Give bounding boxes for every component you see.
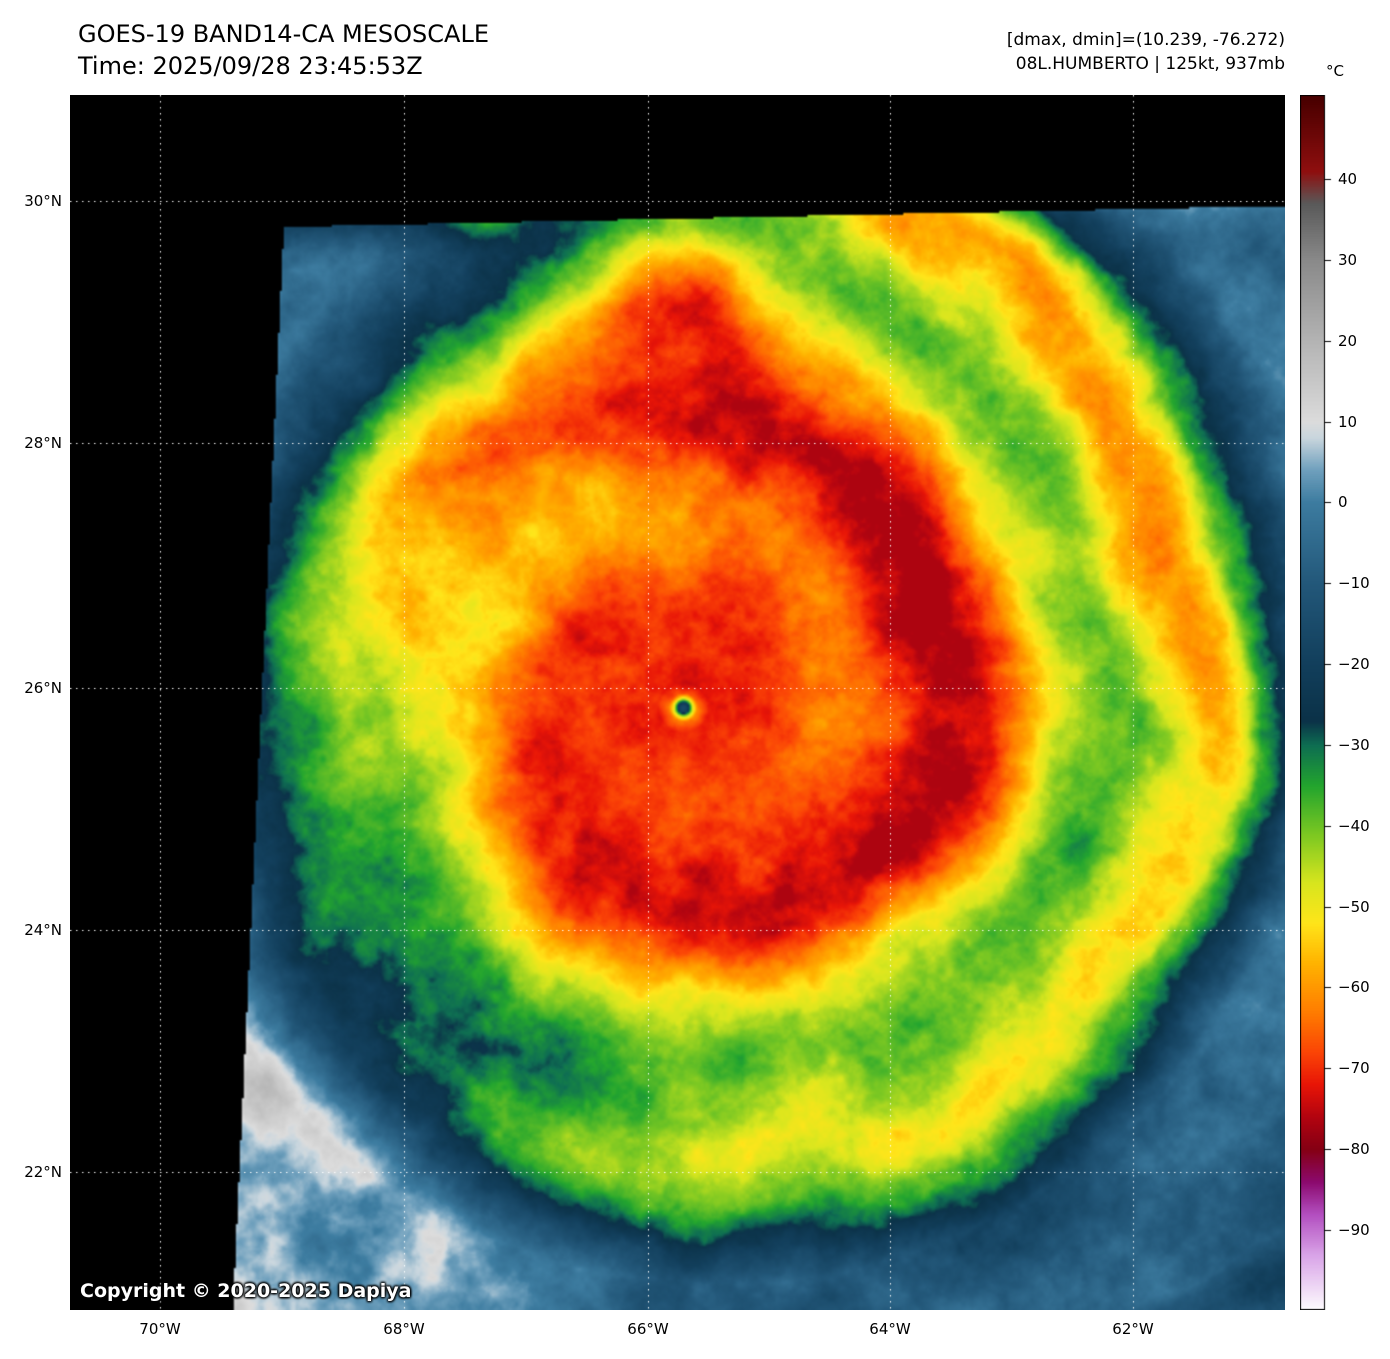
header-right-block: [dmax, dmin]=(10.239, -76.272) 08L.HUMBE… [1007, 28, 1285, 76]
lon-tick-label-64w: 64°W [869, 1320, 911, 1338]
timestamp-label: Time: 2025/09/28 23:45:53Z [78, 52, 423, 80]
colorbar-tick-label: −10 [1338, 574, 1370, 593]
colorbar-tick-label: −80 [1338, 1140, 1370, 1159]
colorbar-tick-label: 40 [1338, 170, 1358, 189]
lat-tick-label-28n: 28°N [24, 434, 62, 452]
lon-tick-label-70w: 70°W [139, 1320, 181, 1338]
colorbar [1300, 95, 1332, 1310]
colorbar-tick-label: −40 [1338, 816, 1370, 835]
storm-info-label: 08L.HUMBERTO | 125kt, 937mb [1015, 54, 1285, 74]
lat-tick-label-26n: 26°N [24, 679, 62, 697]
lon-tick-label-68w: 68°W [383, 1320, 425, 1338]
dmax-dmin-readout: [dmax, dmin]=(10.239, -76.272) [1006, 30, 1285, 50]
lat-tick-label-24n: 24°N [24, 921, 62, 939]
colorbar-tick-label: 0 [1338, 493, 1348, 512]
colorbar-tick-label: −50 [1338, 897, 1370, 916]
colorbar-tick-label: −60 [1338, 978, 1370, 997]
lat-tick-label-22n: 22°N [24, 1163, 62, 1181]
colorbar-unit-label: °C [1326, 62, 1344, 80]
lon-tick-label-62w: 62°W [1112, 1320, 1154, 1338]
colorbar-tick-label: −30 [1338, 735, 1370, 754]
copyright-label: Copyright © 2020-2025 Dapiya [80, 1280, 412, 1302]
colorbar-tick-label: −70 [1338, 1059, 1370, 1078]
colorbar-tick-label: 20 [1338, 331, 1358, 350]
lat-tick-label-30n: 30°N [24, 192, 62, 210]
colorbar-tick-label: −90 [1338, 1220, 1370, 1239]
lon-tick-label-66w: 66°W [627, 1320, 669, 1338]
colorbar-tick-label: 10 [1338, 412, 1358, 431]
page-title: GOES-19 BAND14-CA MESOSCALE [78, 20, 489, 48]
satellite-map-canvas [70, 95, 1285, 1310]
colorbar-tick-label: −20 [1338, 655, 1370, 674]
colorbar-tick-label: 30 [1338, 250, 1358, 269]
